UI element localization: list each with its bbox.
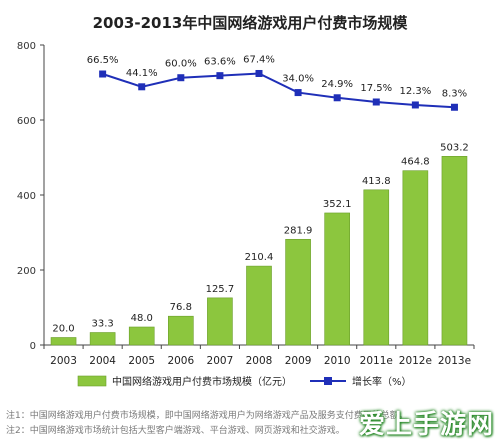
- y-tick-label: 400: [17, 191, 36, 202]
- bar-value-label: 33.3: [92, 319, 114, 330]
- bar: [207, 297, 233, 346]
- x-tick-labels: 2003 2004 2005 2006 2007 2008 2009 2010 2011e 201…: [50, 355, 471, 367]
- growth-rate-label: 12.3%: [399, 86, 431, 97]
- x-tick-label: 2005: [128, 355, 155, 367]
- bar: [168, 315, 194, 346]
- bar: [363, 189, 390, 346]
- bar-value-label: 48.0: [131, 313, 153, 324]
- growth-rate-label: 66.5%: [87, 55, 119, 66]
- bar-value-label: 352.1: [323, 199, 352, 210]
- x-tick-label: 2013e: [438, 355, 471, 367]
- x-tick-label: 2012e: [399, 355, 432, 367]
- legend: 中国网络游戏用户付费市场规模（亿元） 增长率（%）: [77, 375, 412, 388]
- growth-rate-marker: [99, 70, 107, 78]
- y-tick-label: 600: [17, 116, 36, 127]
- bar-series: [50, 156, 468, 346]
- growth-rate-label: 60.0%: [165, 59, 197, 70]
- x-tick-label: 2010: [324, 355, 351, 367]
- growth-rate-label: 44.1%: [126, 68, 158, 79]
- chart-title: 2003-2013年中国网络游戏用户付费市场规模: [93, 14, 409, 32]
- growth-rate-marker: [255, 69, 263, 77]
- bar-value-labels: 20.0 33.3 48.0 76.8 125.7 210.4 281.9 352.1 413.…: [52, 142, 468, 334]
- growth-rate-label: 63.6%: [204, 57, 236, 68]
- bar: [402, 170, 429, 346]
- x-tick-label: 2007: [207, 355, 234, 367]
- growth-rate-label: 8.3%: [442, 88, 467, 99]
- growth-rate-marker: [294, 89, 302, 97]
- bar: [285, 238, 311, 346]
- growth-rate-marker: [372, 98, 380, 106]
- bar-value-label: 125.7: [206, 284, 235, 295]
- x-tick-label: 2009: [285, 355, 312, 367]
- bar: [246, 265, 272, 346]
- footnote-2: 注2：中国网络游戏市场统计包括大型客户端游戏、平台游戏、网页游戏和社交游戏。: [6, 426, 345, 436]
- x-tick-label: 2011e: [360, 355, 393, 367]
- growth-rate-marker: [216, 72, 224, 80]
- y-tick-label: 200: [17, 266, 36, 277]
- x-tick-label: 2006: [167, 355, 194, 367]
- bar: [324, 212, 350, 346]
- growth-rate-marker: [411, 101, 419, 109]
- axes: [40, 44, 475, 349]
- growth-rate-line: [102, 72, 455, 109]
- watermark-logo: 爱上手游网: [358, 410, 494, 440]
- bar-value-label: 76.8: [170, 302, 192, 313]
- x-tick-label: 2003: [50, 355, 77, 367]
- x-tick-label: 2008: [246, 355, 273, 367]
- y-tick-label: 0: [30, 341, 36, 352]
- bar: [128, 326, 155, 346]
- growth-rate-marker: [138, 83, 146, 91]
- bar-value-label: 281.9: [284, 225, 313, 236]
- bar: [89, 332, 116, 346]
- bar-value-label: 464.8: [401, 157, 430, 168]
- legend-line-label: 增长率（%）: [352, 375, 412, 388]
- footnotes: 注1：中国网络游戏用户付费市场规模，即中国网络游戏用户为网络游戏产品及服务支付费…: [6, 409, 426, 439]
- bar-value-label: 20.0: [52, 324, 74, 335]
- bar-value-label: 413.8: [362, 176, 391, 187]
- growth-rate-marker: [450, 103, 458, 111]
- growth-rate-label: 67.4%: [243, 54, 275, 65]
- growth-rate-label: 24.9%: [321, 79, 353, 90]
- legend-bar-label: 中国网络游戏用户付费市场规模（亿元）: [112, 375, 292, 388]
- growth-rate-series: [99, 69, 458, 111]
- growth-rate-marker: [333, 94, 341, 102]
- y-tick-labels: 0 200 400 600 800: [17, 41, 36, 352]
- bar: [441, 156, 468, 346]
- bar-value-label: 210.4: [245, 252, 274, 263]
- growth-rate-label: 34.0%: [282, 74, 314, 85]
- y-tick-label: 800: [17, 41, 36, 52]
- growth-rate-marker: [177, 74, 185, 82]
- legend-line-marker: [324, 377, 332, 385]
- x-tick-label: 2004: [89, 355, 116, 367]
- bar-value-label: 503.2: [440, 142, 469, 153]
- legend-bar-swatch: [77, 375, 107, 387]
- footnote-1: 注1：中国网络游戏用户付费市场规模，即中国网络游戏用户为网络游戏产品及服务支付费…: [6, 411, 408, 421]
- bar: [50, 337, 77, 346]
- growth-rate-label: 17.5%: [360, 83, 392, 94]
- growth-rate-labels: 66.5% 44.1% 60.0% 63.6% 67.4% 34.0% 24.9% 17.5%…: [87, 54, 467, 99]
